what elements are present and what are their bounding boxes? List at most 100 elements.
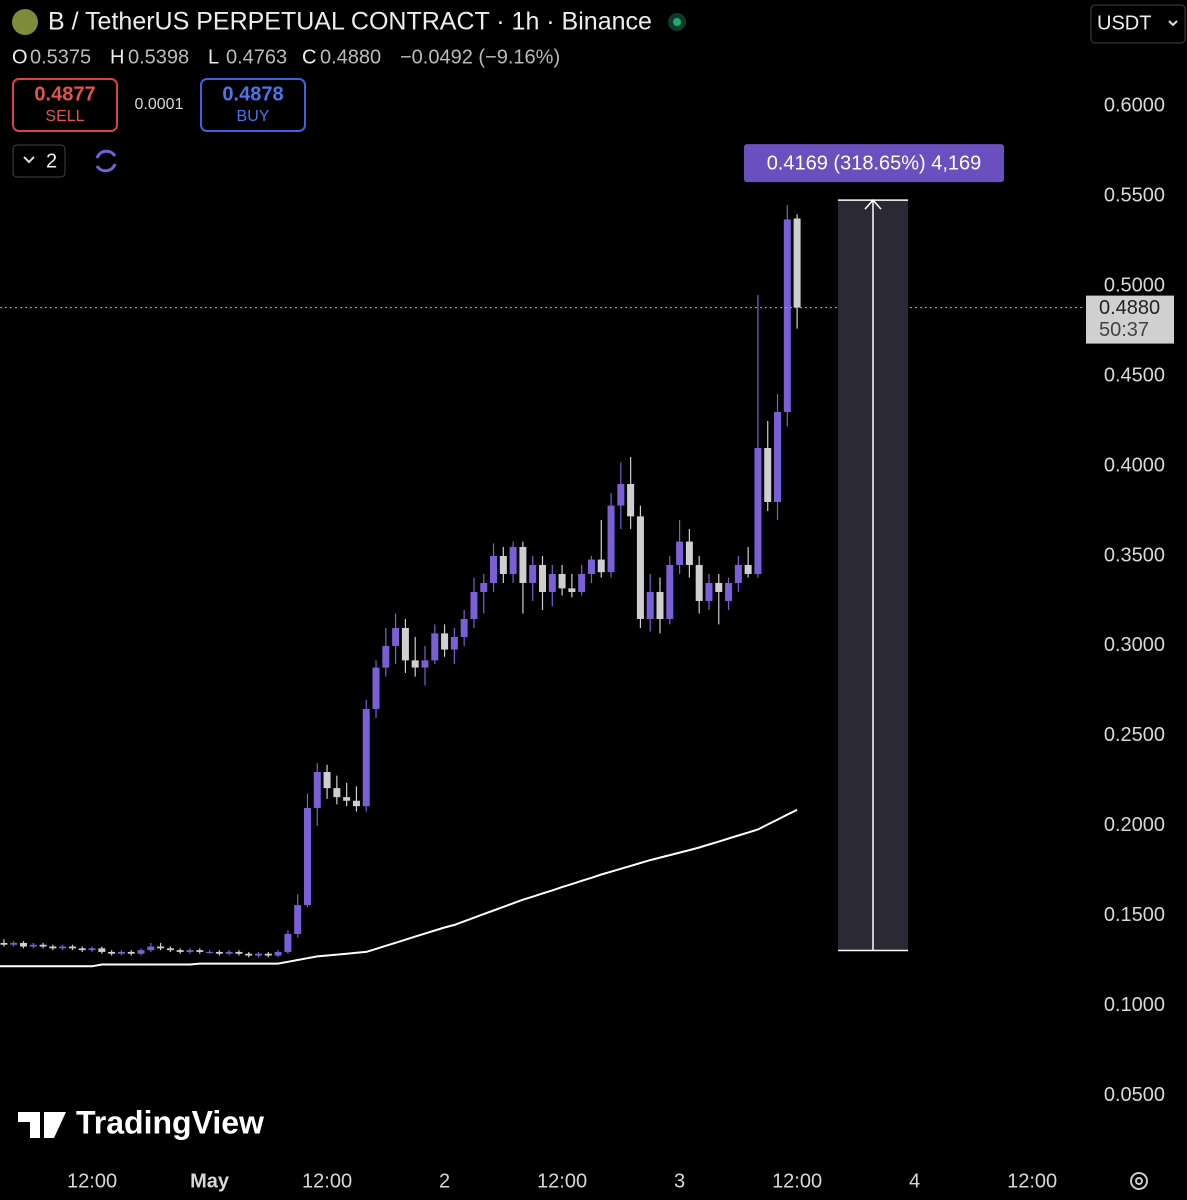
candle-body — [636, 516, 644, 619]
measure-label: 0.4169 (318.65%) 4,169 — [767, 152, 982, 174]
candle-body — [196, 950, 204, 952]
candle-body — [225, 951, 233, 954]
candle-body — [705, 582, 713, 601]
logo: TradingView — [76, 1104, 264, 1140]
candle-body — [186, 950, 194, 952]
candle-body — [255, 953, 263, 956]
candle-body — [676, 541, 684, 565]
candle-body — [441, 633, 449, 650]
candle-body — [68, 946, 76, 949]
y-tick-label: 0.4000 — [1104, 454, 1165, 476]
buy-label: BUY — [237, 108, 270, 125]
candle-body — [470, 591, 478, 619]
y-tick-label: 0.3000 — [1104, 634, 1165, 656]
candle-body — [646, 591, 654, 619]
x-tick-label: May — [190, 1170, 230, 1192]
sell-button[interactable] — [12, 78, 118, 132]
x-tick-label: 12:00 — [302, 1170, 352, 1192]
buy-button[interactable] — [200, 78, 306, 132]
moving-average — [0, 808, 798, 968]
logo-mark — [18, 1112, 66, 1138]
candle-body — [313, 771, 321, 808]
x-tick-label: 4 — [909, 1170, 920, 1192]
candle-body — [127, 951, 135, 954]
candle-body — [343, 797, 351, 801]
y-tick-label: 0.0500 — [1104, 1084, 1165, 1106]
ohlc-key: H — [110, 46, 124, 68]
sell-price: 0.4877 — [34, 83, 95, 105]
candle-body — [352, 800, 360, 807]
y-tick-label: 0.2000 — [1104, 814, 1165, 836]
refresh-icon[interactable] — [95, 149, 117, 173]
measure-label-box — [744, 144, 1004, 183]
candle-body — [656, 591, 664, 619]
candle-body — [10, 942, 18, 945]
ohlc-key: O — [12, 46, 28, 68]
ohlc-key: L — [208, 46, 219, 68]
candle-body — [382, 645, 390, 668]
candle-body — [764, 447, 772, 502]
settings-icon[interactable] — [1130, 1172, 1148, 1190]
candle-body — [176, 950, 184, 952]
sell-label: SELL — [45, 108, 84, 125]
candle-body — [715, 582, 723, 592]
candle-body — [431, 633, 439, 661]
candle-body — [157, 946, 165, 949]
candle-body — [215, 951, 223, 954]
y-tick-label: 0.3500 — [1104, 544, 1165, 566]
indicators-toggle[interactable] — [12, 144, 66, 178]
indicator-count: 2 — [46, 150, 57, 172]
chart-pane: 0.0500 0.1000 0.1500 0.2000 0.2500 0.3000 0.35… — [0, 94, 1174, 1192]
candle-body — [78, 948, 86, 951]
candle-body — [98, 948, 106, 952]
y-tick-label: 0.1000 — [1104, 994, 1165, 1016]
candle-body — [685, 541, 693, 565]
candle-body — [519, 546, 527, 583]
ohlc-value: 0.5375 — [30, 46, 91, 68]
symbol-title[interactable]: B / TetherUS PERPETUAL CONTRACT · 1h · B… — [48, 8, 652, 36]
candle-body — [274, 951, 282, 956]
candle-body — [284, 933, 292, 952]
candle-body — [323, 771, 331, 789]
spread: 0.0001 — [135, 96, 184, 113]
candle-body — [362, 708, 370, 807]
symbol-icon[interactable] — [12, 9, 38, 35]
candle-body — [627, 483, 635, 517]
y-tick-label: 0.5500 — [1104, 184, 1165, 206]
ohlc-key: C — [302, 46, 316, 68]
candle-body — [558, 573, 566, 589]
candle-body — [49, 946, 57, 949]
candle-body — [548, 573, 556, 592]
candle-body — [607, 505, 615, 573]
candle-body — [117, 951, 125, 954]
candle-body — [20, 942, 28, 947]
candle-body — [617, 483, 625, 506]
ohlc-value: 0.4763 — [226, 46, 287, 68]
candle-body — [372, 667, 380, 709]
candle-body — [568, 588, 576, 592]
x-tick-label: 12:00 — [1007, 1170, 1057, 1192]
y-tick-label: 0.2500 — [1104, 724, 1165, 746]
currency: USDT — [1097, 12, 1151, 34]
candle-body — [695, 564, 703, 601]
candle-body — [734, 564, 742, 583]
candle-body — [59, 946, 67, 949]
candle-body — [725, 582, 733, 601]
candle-body — [597, 559, 605, 573]
x-tick-label: 12:00 — [772, 1170, 822, 1192]
y-tick-label: 0.1500 — [1104, 904, 1165, 926]
candle-body — [793, 218, 801, 308]
status-dot-core — [673, 18, 681, 26]
chevron — [23, 156, 35, 164]
last-price-label: 0.4880 — [1099, 297, 1160, 319]
y-tick-label: 0.5000 — [1104, 274, 1165, 296]
candle-body — [137, 950, 145, 954]
candle-body — [264, 953, 272, 956]
x-tick-label: 12:00 — [67, 1170, 117, 1192]
candle-body — [166, 948, 174, 951]
candle-body — [774, 411, 782, 502]
candle-body — [480, 582, 488, 592]
candle-body — [235, 951, 243, 954]
currency-select[interactable] — [1090, 4, 1186, 44]
